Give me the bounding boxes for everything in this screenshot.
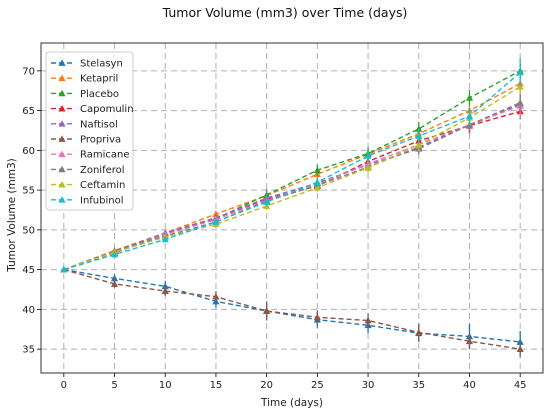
data-point — [516, 345, 524, 353]
x-tick-label: 10 — [159, 380, 172, 391]
legend-marker — [58, 120, 66, 127]
legend-label: Capomulin — [80, 104, 134, 115]
data-point — [415, 125, 423, 132]
data-point — [364, 164, 372, 171]
data-point — [516, 99, 524, 106]
data-point — [313, 166, 321, 174]
legend-marker — [58, 150, 66, 158]
data-point — [516, 68, 524, 76]
series-line-infubinol — [63, 71, 521, 271]
legend-marker — [58, 59, 66, 66]
x-tick-label: 30 — [362, 380, 375, 391]
data-point — [110, 250, 119, 258]
y-tick-label: 55 — [22, 186, 35, 197]
y-tick-label: 60 — [22, 146, 35, 157]
series-propriva — [60, 266, 524, 358]
x-tick-label: 25 — [311, 380, 324, 391]
data-point — [465, 112, 474, 120]
legend-item: Infubinol — [51, 195, 124, 206]
data-point — [110, 280, 119, 287]
series-line-zoniferol — [63, 101, 521, 271]
y-tick-label: 50 — [22, 225, 35, 236]
chart-title: Tumor Volume (mm3) over Time (days) — [162, 5, 408, 20]
legend-item: Naftisol — [51, 119, 118, 130]
legend-item: Placebo — [51, 89, 119, 100]
legend-label: Naftisol — [80, 119, 118, 130]
plot-frame — [40, 42, 544, 374]
legend-label: Ramicane — [80, 150, 130, 161]
y-axis-label: Tumor Volume (mm3) — [6, 158, 18, 273]
legend-marker — [58, 105, 66, 112]
data-point — [364, 152, 372, 159]
data-point — [161, 282, 169, 290]
x-tick-label: 0 — [61, 380, 67, 391]
legend-box — [45, 51, 134, 211]
data-point — [415, 132, 423, 139]
legend-label: Infubinol — [80, 195, 124, 206]
data-point — [212, 218, 220, 225]
x-tick-label: 20 — [260, 380, 273, 391]
data-point — [313, 184, 321, 191]
legend-label: Ceftamin — [80, 180, 125, 191]
data-point — [313, 178, 321, 186]
legend-marker — [58, 89, 66, 97]
legend-item: Propriva — [51, 135, 121, 146]
x-tick-label: 45 — [514, 380, 527, 391]
x-axis-ticks: 0 5 10 15 20 25 30 35 40 45 — [61, 373, 527, 391]
series-line-propriva — [63, 268, 521, 350]
legend-item: Capomulin — [51, 104, 134, 115]
legend-label: Placebo — [80, 89, 119, 100]
data-point — [465, 94, 474, 101]
legend-label: Propriva — [80, 135, 121, 146]
legend-item: Ceftamin — [51, 180, 125, 191]
data-point — [212, 210, 220, 217]
y-tick-label: 70 — [22, 66, 35, 77]
y-tick-label: 45 — [22, 265, 35, 276]
legend-marker — [58, 135, 66, 142]
series-line-naftisol — [63, 103, 521, 271]
x-tick-label: 40 — [463, 380, 476, 391]
data-point — [161, 287, 169, 294]
data-point — [415, 141, 423, 148]
y-tick-label: 35 — [22, 345, 35, 356]
legend-item: Ramicane — [51, 150, 130, 161]
legend-marker — [58, 165, 66, 173]
data-point — [263, 198, 271, 205]
legend-item: Zoniferol — [51, 165, 125, 176]
y-tick-label: 40 — [22, 305, 35, 316]
legend-marker — [58, 181, 66, 188]
legend: Stelasyn Ketapril Placebo Capomulin Naftisol… — [45, 51, 134, 211]
data-point — [313, 313, 321, 321]
legend-label: Zoniferol — [80, 165, 125, 176]
x-tick-label: 35 — [412, 380, 425, 391]
series-line-stelasyn — [63, 268, 521, 343]
x-axis-label: Time (days) — [260, 397, 323, 409]
data-point — [110, 274, 119, 282]
legend-marker — [58, 74, 66, 82]
legend-label: Stelasyn — [80, 59, 123, 70]
data-point — [212, 293, 220, 300]
x-tick-label: 15 — [210, 380, 223, 391]
legend-item: Stelasyn — [51, 59, 123, 70]
series-line-ceftamin — [63, 86, 521, 271]
legend-marker — [58, 196, 66, 203]
y-tick-label: 65 — [22, 106, 35, 117]
data-point — [364, 316, 372, 324]
data-point — [263, 307, 271, 314]
y-axis-ticks: 35 40 45 50 55 60 65 70 — [22, 66, 41, 356]
legend-label: Ketapril — [80, 74, 118, 85]
series-infubinol — [60, 58, 524, 273]
data-point — [161, 235, 169, 243]
series-layer — [60, 58, 524, 358]
data-point — [415, 328, 423, 336]
data-point — [465, 337, 474, 345]
data-point — [60, 266, 68, 273]
x-tick-label: 5 — [111, 380, 117, 391]
legend-item: Ketapril — [51, 74, 118, 85]
